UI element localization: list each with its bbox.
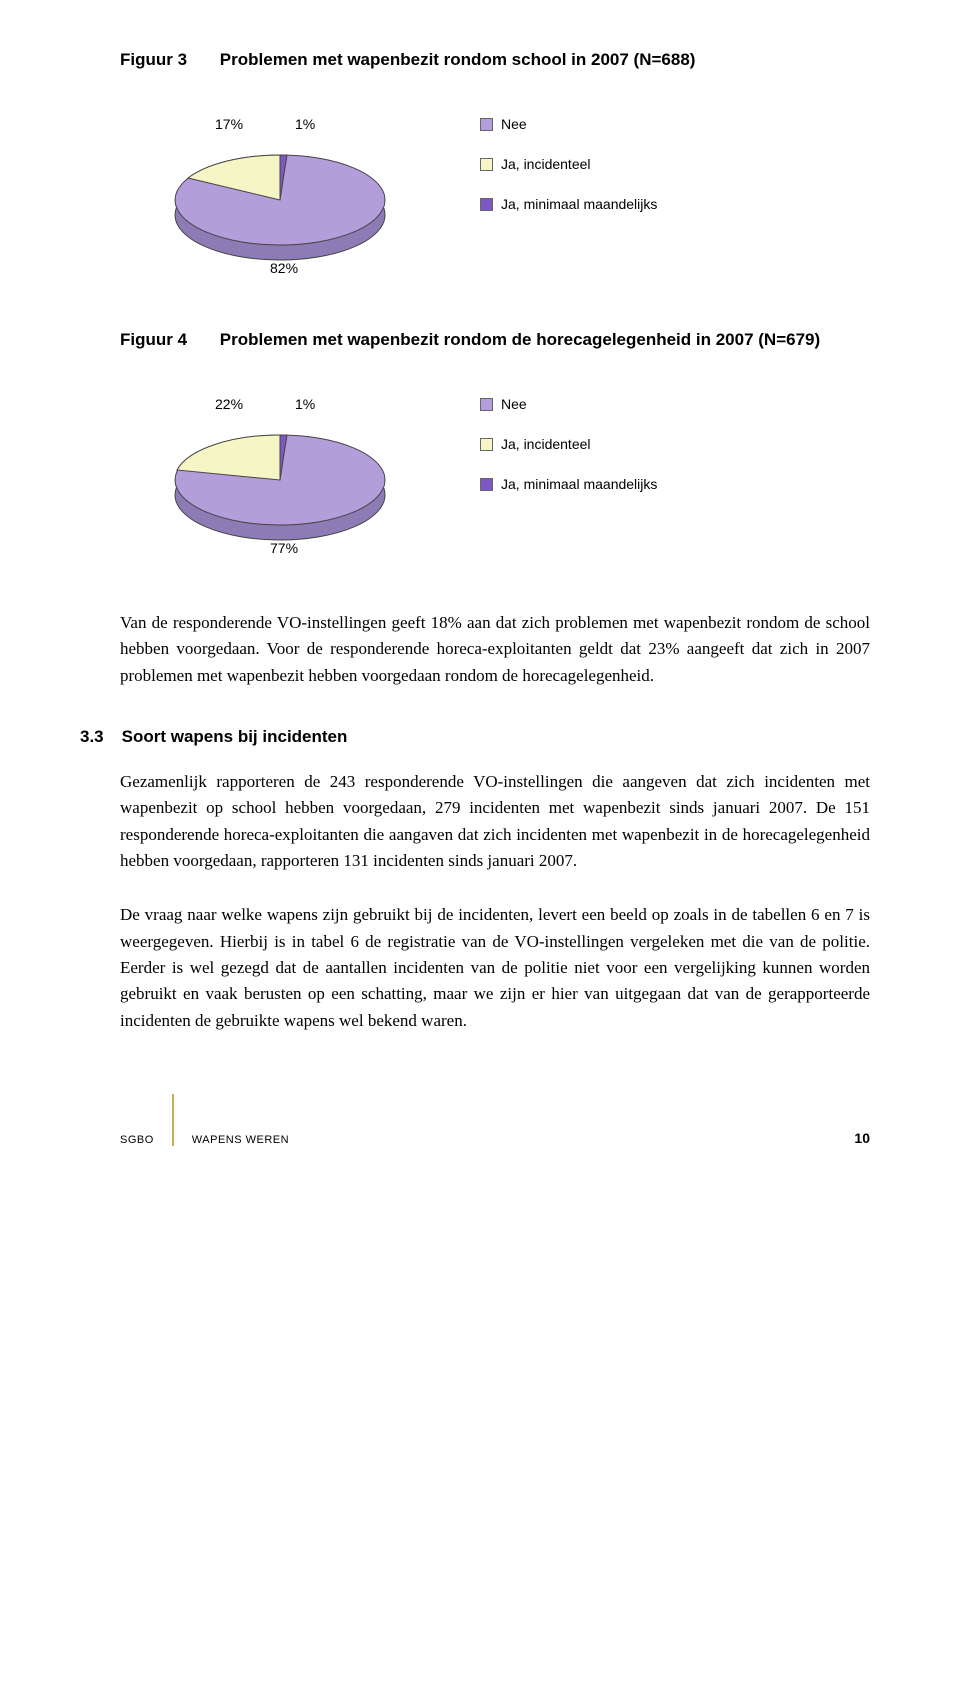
legend-label: Nee <box>501 116 527 132</box>
pie-svg-1 <box>120 110 440 280</box>
figure3-pct-1: 82% <box>270 260 298 276</box>
figure3-legend: Nee Ja, incidenteel Ja, minimaal maandel… <box>480 110 657 212</box>
figure3-label: Figuur 3 <box>120 50 187 70</box>
legend-item: Nee <box>480 116 527 132</box>
footer-page-number: 10 <box>854 1130 870 1146</box>
figure3-chart: 17% 1% 82% Nee Ja, incidenteel Ja, minim… <box>120 110 870 280</box>
swatch-icon <box>480 438 493 451</box>
figure4-label: Figuur 4 <box>120 330 187 350</box>
paragraph-2: Gezamenlijk rapporteren de 243 responder… <box>120 769 870 874</box>
section-number: 3.3 <box>80 727 104 747</box>
section-title: Soort wapens bij incidenten <box>122 727 348 747</box>
footer-left: SGBO WAPENS WEREN <box>120 1094 289 1146</box>
figure4-legend: Nee Ja, incidenteel Ja, minimaal maandel… <box>480 390 657 492</box>
footer-doc: WAPENS WEREN <box>192 1134 289 1146</box>
figure3-heading: Figuur 3 Problemen met wapenbezit rondom… <box>120 50 870 70</box>
legend-item: Ja, incidenteel <box>480 436 591 452</box>
figure3-title: Problemen met wapenbezit rondom school i… <box>220 50 696 69</box>
figure4-chart: 22% 1% 77% Nee Ja, incidenteel Ja, minim… <box>120 390 870 560</box>
swatch-icon <box>480 398 493 411</box>
pie-svg-2 <box>120 390 440 560</box>
footer-divider-icon <box>172 1094 174 1146</box>
swatch-icon <box>480 198 493 211</box>
paragraph-1: Van de responderende VO-instellingen gee… <box>120 610 870 689</box>
legend-item: Ja, minimaal maandelijks <box>480 196 657 212</box>
legend-item: Nee <box>480 396 527 412</box>
legend-label: Ja, minimaal maandelijks <box>501 196 657 212</box>
footer-org: SGBO <box>120 1134 154 1146</box>
figure3-pct-2: 17% <box>215 116 243 132</box>
page-footer: SGBO WAPENS WEREN 10 <box>120 1094 870 1146</box>
figure4-title: Problemen met wapenbezit rondom de horec… <box>220 330 820 349</box>
figure3-pie: 17% 1% 82% <box>120 110 440 280</box>
figure3-pct-3: 1% <box>295 116 315 132</box>
swatch-icon <box>480 158 493 171</box>
paragraph-3: De vraag naar welke wapens zijn gebruikt… <box>120 902 870 1034</box>
figure4-pie: 22% 1% 77% <box>120 390 440 560</box>
swatch-icon <box>480 118 493 131</box>
legend-label: Ja, minimaal maandelijks <box>501 476 657 492</box>
section-heading: 3.3 Soort wapens bij incidenten <box>80 727 870 747</box>
legend-label: Ja, incidenteel <box>501 156 591 172</box>
figure4-pct-1: 77% <box>270 540 298 556</box>
swatch-icon <box>480 478 493 491</box>
legend-label: Ja, incidenteel <box>501 436 591 452</box>
legend-item: Ja, minimaal maandelijks <box>480 476 657 492</box>
legend-item: Ja, incidenteel <box>480 156 591 172</box>
legend-label: Nee <box>501 396 527 412</box>
figure4-heading: Figuur 4 Problemen met wapenbezit rondom… <box>120 330 870 350</box>
figure4-pct-3: 1% <box>295 396 315 412</box>
figure4-pct-2: 22% <box>215 396 243 412</box>
